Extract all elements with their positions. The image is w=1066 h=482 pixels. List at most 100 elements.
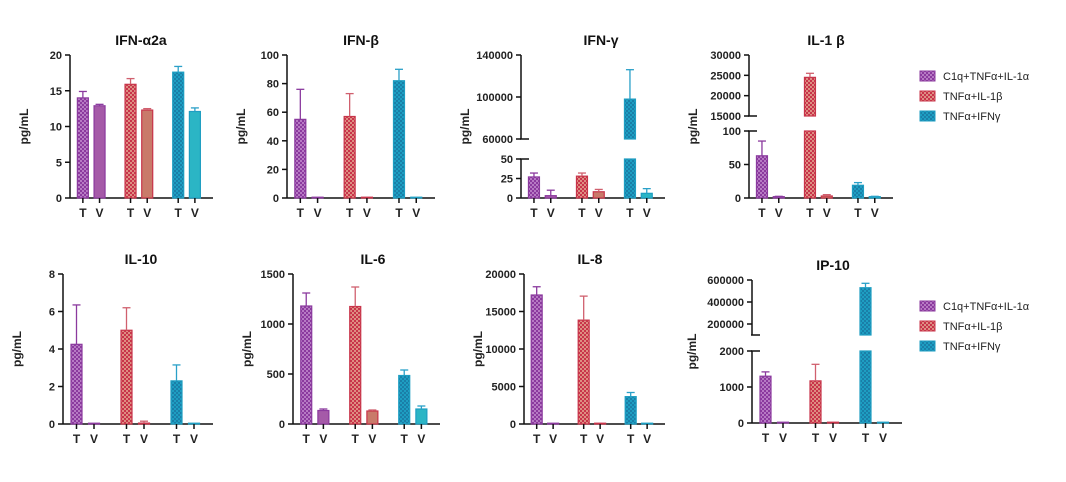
bar-tnf-ifn--v [188,110,201,199]
x-tick-label: V [140,432,148,446]
bar-c1q-tnf-il-1--t [527,176,541,199]
y-tick-label: 50 [501,154,513,166]
x-tick-label: T [862,431,870,445]
legend-label: TNFα+IL-1β [943,321,1002,333]
x-tick-label: V [190,432,198,446]
x-tick-label: V [412,206,420,220]
x-tick-label: V [143,206,151,220]
y-tick-label: 0 [735,193,741,205]
bar-tnf-il-1--t [124,83,137,199]
y-tick-label: 6 [49,307,55,319]
x-tick-label: V [829,431,837,445]
y-tick-label: 80 [267,79,279,91]
legend-swatch [919,70,936,82]
bar-c1q-tnf-il-1--v [544,195,557,199]
bar-c1q-tnf-il-1--v [87,422,101,425]
y-tick-label: 20 [50,50,62,62]
y-axis-label: pg/mL [240,331,254,367]
chart-title: IL-1 β [807,32,845,48]
x-tick-label: V [775,206,783,220]
bar-c1q-tnf-il-1--t [759,375,772,424]
legend-swatch [919,300,936,312]
bar-tnf-ifn--t [170,380,183,425]
chart-title: IFN-β [343,32,379,48]
chart-title: IFN-α2a [115,32,167,48]
x-tick-label: T [806,206,814,220]
x-tick-label: T [762,431,770,445]
bar-tnf-ifn--v [415,408,428,425]
y-tick-label: 60000 [482,134,513,146]
y-tick-label: 20 [267,164,279,176]
chart-title: IP-10 [816,257,850,273]
x-tick-label: V [779,431,787,445]
y-tick-label: 15000 [485,307,516,319]
x-tick-label: T [627,432,635,446]
x-tick-label: T [530,206,538,220]
bar-c1q-tnf-il-1--v [317,409,330,425]
x-tick-label: V [96,206,104,220]
bar-tnf-ifn--v [410,196,423,199]
x-tick-label: V [879,431,887,445]
y-tick-label: 40 [267,136,279,148]
y-tick-label: 25000 [710,70,741,82]
y-tick-label: 100000 [476,92,513,104]
y-tick-label: 0 [279,419,285,431]
x-tick-label: T [580,432,588,446]
x-tick-label: T [127,206,135,220]
x-tick-label: T [173,432,181,446]
x-tick-label: T [854,206,862,220]
x-tick-label: V [871,206,879,220]
y-tick-label: 5000 [492,382,516,394]
x-tick-label: T [626,206,634,220]
bar-tnf-il-1--t [575,175,589,199]
bar-c1q-tnf-il-1--v [547,422,560,425]
x-tick-label: V [363,206,371,220]
y-tick-label: 15 [50,86,62,98]
y-tick-label: 0 [273,193,279,205]
bar-tnf-ifn--v [641,422,654,425]
bar-tnf-ifn--t [624,396,637,425]
y-tick-label: 5 [56,157,62,169]
y-axis-label: pg/mL [234,109,248,145]
bar-tnf-il-1--t-lower [803,130,817,199]
bar-tnf-il-1--t [809,380,822,424]
bar-c1q-tnf-il-1--t [70,343,83,425]
bar-tnf-il-1--t [349,305,362,425]
x-tick-label: V [417,432,425,446]
x-tick-label: T [352,432,360,446]
bar-tnf-il-1--v [360,196,374,199]
x-tick-label: T [758,206,766,220]
y-tick-label: 1000 [261,319,285,331]
bar-c1q-tnf-il-1--v [311,196,324,199]
x-tick-label: V [643,432,651,446]
y-axis-label: pg/mL [471,331,485,367]
bar-c1q-tnf-il-1--v [93,105,106,199]
chart-title: IL-8 [578,251,603,267]
bar-tnf-ifn--v [876,421,890,424]
y-axis-label: pg/mL [458,109,472,145]
legend-swatch [919,90,936,102]
chart-title: IL-6 [361,251,386,267]
y-axis-label: pg/mL [17,109,31,145]
x-tick-label: T [73,432,81,446]
x-tick-label: V [368,432,376,446]
bar-tnf-ifn--t [172,71,185,199]
y-axis-label: pg/mL [685,334,699,370]
x-tick-label: T [812,431,820,445]
bar-c1q-tnf-il-1--v [776,421,790,424]
y-tick-label: 0 [56,193,62,205]
y-tick-label: 0 [510,419,516,431]
legend-label: C1q+TNFα+IL-1α [943,71,1030,83]
x-tick-label: T [175,206,183,220]
x-tick-label: T [297,206,305,220]
bar-tnf-il-1--t [577,319,590,425]
y-tick-label: 4 [49,344,56,356]
x-tick-label: T [303,432,311,446]
y-tick-label: 2000 [720,346,744,358]
bar-tnf-il-1--v [820,195,833,199]
